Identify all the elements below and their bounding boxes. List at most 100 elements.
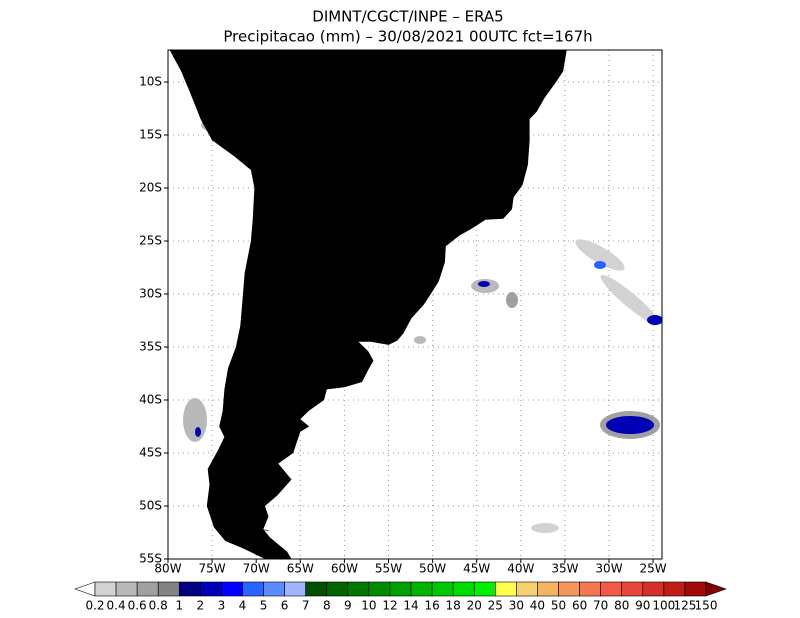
colorbar-label: 12: [382, 599, 397, 613]
colorbar-box: [473, 581, 496, 597]
colorbar-label: 20: [467, 599, 482, 613]
lat-label: 30S: [139, 287, 162, 301]
border: [365, 295, 404, 334]
colorbar-label: 90: [635, 599, 650, 613]
map-lines: [169, 50, 567, 559]
lat-label: 50S: [139, 499, 162, 513]
colorbar-box: [600, 581, 623, 597]
lat-label: 15S: [139, 128, 162, 142]
colorbar-label: 9: [344, 599, 352, 613]
colorbar-label: 3: [218, 599, 226, 613]
lon-label: 65W: [287, 562, 314, 576]
colorbar-box: [115, 581, 138, 597]
colorbar-box: [410, 581, 433, 597]
colorbar-label: 0.8: [149, 599, 168, 613]
colorbar-label: 100: [652, 599, 675, 613]
colorbar-box: [537, 581, 559, 597]
lon-label: 55W: [375, 562, 402, 576]
colorbar-label: 6: [281, 599, 289, 613]
colorbar-label: 150: [695, 599, 718, 613]
border: [362, 182, 456, 231]
colorbar-label: 25: [488, 599, 503, 613]
colorbar-box: [242, 581, 264, 597]
colorbar-box: [178, 581, 201, 597]
coastline: [169, 50, 567, 559]
colorbar-box: [305, 581, 328, 597]
colorbar-label: 14: [403, 599, 418, 613]
border: [225, 60, 265, 83]
colorbar-label: 50: [551, 599, 566, 613]
colorbar-label: 1: [175, 599, 183, 613]
border: [400, 253, 446, 258]
title-line2: Precipitacao (mm) – 30/08/2021 00UTC fct…: [223, 28, 592, 46]
colorbar-label: 30: [509, 599, 524, 613]
lat-label: 25S: [139, 234, 162, 248]
lon-label: 30W: [595, 562, 622, 576]
colorbar: 0.2 0.4 0.6 0.8 1 2 3 4 5 6 7 8 9 10 12 14 16 18 20 25 30 40 5…: [74, 581, 727, 613]
border: [260, 92, 362, 215]
colorbar-arrow: [705, 581, 727, 597]
colorbar-box: [200, 581, 222, 597]
colorbar-box: [94, 581, 117, 597]
border: [405, 124, 470, 189]
colorbar-label: 40: [530, 599, 545, 613]
lat-label: 20S: [139, 181, 162, 195]
colorbar-box: [621, 581, 644, 597]
colorbar-box: [642, 581, 665, 597]
colorbar-label: 7: [302, 599, 310, 613]
map-frame: [167, 49, 663, 560]
border: [469, 134, 520, 159]
lat-label: 55S: [139, 552, 162, 566]
colorbar-box: [663, 581, 686, 597]
lon-label: 45W: [463, 562, 490, 576]
colorbar-box: [389, 581, 412, 597]
colorbar-box: [284, 581, 306, 597]
lon-label: 70W: [243, 562, 270, 576]
lon-label: 35W: [551, 562, 578, 576]
colorbar-label: 0.4: [107, 599, 126, 613]
colorbar-box: [263, 581, 285, 597]
lon-label: 80W: [154, 562, 181, 576]
colorbar-arrow: [74, 581, 96, 597]
colorbar-box: [558, 581, 580, 597]
colorbar-label: 10: [361, 599, 376, 613]
colorbar-box: [684, 581, 707, 597]
colorbar-box: [347, 581, 370, 597]
lat-label: 45S: [139, 446, 162, 460]
lat-label: 35S: [139, 340, 162, 354]
title-line1: DIMNT/CGCT/INPE – ERA5: [312, 8, 503, 26]
colorbar-label: 0.2: [85, 599, 104, 613]
colorbar-label: 0.6: [128, 599, 147, 613]
colorbar-box: [516, 581, 538, 597]
lat-label: 40S: [139, 393, 162, 407]
lon-label: 25W: [640, 562, 667, 576]
colorbar-label: 4: [239, 599, 247, 613]
colorbar-box: [326, 581, 349, 597]
colorbar-label: 70: [593, 599, 608, 613]
colorbar-box: [431, 581, 454, 597]
colorbar-box: [452, 581, 475, 597]
border: [224, 145, 279, 531]
colorbar-label: 60: [572, 599, 587, 613]
colorbar-label: 80: [614, 599, 629, 613]
colorbar-label: 5: [260, 599, 268, 613]
colorbar-box: [221, 581, 243, 597]
border: [356, 247, 403, 267]
colorbar-box: [368, 581, 391, 597]
colorbar-box: [157, 581, 180, 597]
colorbar-label: 18: [446, 599, 461, 613]
colorbar-label: 2: [197, 599, 205, 613]
border: [454, 185, 522, 213]
lat-label: 10S: [139, 75, 162, 89]
lon-label: 60W: [331, 562, 358, 576]
colorbar-label: 125: [673, 599, 696, 613]
colorbar-box: [136, 581, 159, 597]
colorbar-box: [495, 581, 517, 597]
lon-label: 75W: [199, 562, 226, 576]
colorbar-label: 16: [424, 599, 439, 613]
lon-label: 40W: [507, 562, 534, 576]
colorbar-label: 8: [323, 599, 331, 613]
colorbar-box: [579, 581, 601, 597]
border: [323, 208, 396, 248]
